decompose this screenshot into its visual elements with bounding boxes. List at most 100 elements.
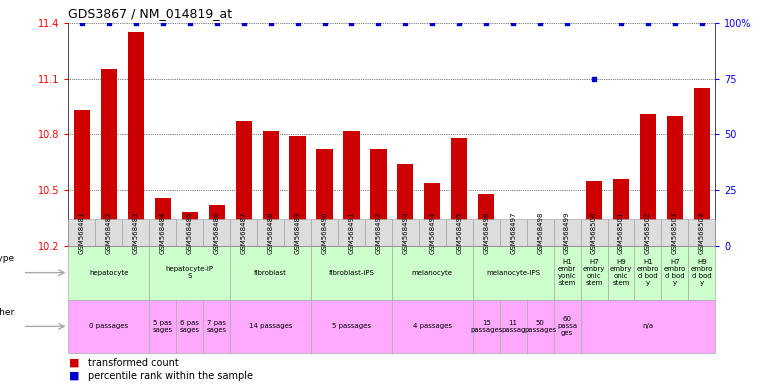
Bar — [68, 246, 149, 300]
Bar — [473, 300, 500, 353]
Point — [183, 20, 196, 26]
Bar — [581, 246, 607, 300]
Point — [372, 20, 384, 26]
Point — [454, 20, 466, 26]
Text: ■: ■ — [68, 358, 79, 368]
Text: H9
embro
d bod
y: H9 embro d bod y — [691, 259, 713, 286]
Bar — [505, 242, 521, 246]
Text: GSM568492: GSM568492 — [375, 211, 381, 253]
Text: 11
passag: 11 passag — [501, 320, 525, 333]
Bar — [209, 205, 224, 246]
Bar — [149, 246, 230, 300]
Bar — [365, 219, 392, 246]
Text: GSM568501: GSM568501 — [618, 211, 624, 253]
Text: GSM568488: GSM568488 — [268, 211, 274, 253]
Point — [588, 76, 600, 82]
Text: cell type: cell type — [0, 254, 14, 263]
Text: melanocyte-IPS: melanocyte-IPS — [486, 270, 540, 276]
Bar — [338, 219, 365, 246]
Bar — [392, 219, 419, 246]
Text: H7
embro
d bod
y: H7 embro d bod y — [664, 259, 686, 286]
Bar — [68, 219, 95, 246]
Bar — [527, 219, 554, 246]
Point — [76, 20, 88, 26]
Text: 14 passages: 14 passages — [249, 323, 292, 329]
Text: melanocyte: melanocyte — [412, 270, 453, 276]
Text: percentile rank within the sample: percentile rank within the sample — [88, 371, 253, 381]
Text: fibroblast-IPS: fibroblast-IPS — [329, 270, 374, 276]
Bar — [689, 246, 715, 300]
Text: GSM568481: GSM568481 — [79, 211, 85, 253]
Bar — [149, 300, 177, 353]
Bar — [581, 300, 715, 353]
Point — [237, 20, 250, 26]
Bar — [661, 246, 689, 300]
Bar — [392, 246, 473, 300]
Text: GSM568497: GSM568497 — [510, 211, 516, 253]
Bar — [236, 121, 252, 246]
Bar — [635, 219, 661, 246]
Text: H1
embr
yonic
stem: H1 embr yonic stem — [558, 259, 577, 286]
Text: 50
passages: 50 passages — [524, 320, 556, 333]
Point — [480, 20, 492, 26]
Bar — [640, 114, 656, 246]
Bar — [311, 219, 338, 246]
Bar — [661, 219, 689, 246]
Text: 60
passa
ges: 60 passa ges — [557, 316, 577, 336]
Text: GSM568493: GSM568493 — [403, 211, 409, 253]
Bar — [527, 300, 554, 353]
Point — [318, 20, 330, 26]
Point — [696, 20, 708, 26]
Bar — [424, 183, 441, 246]
Bar — [532, 238, 548, 246]
Bar — [581, 219, 607, 246]
Text: GSM568490: GSM568490 — [322, 211, 327, 253]
Bar — [177, 300, 203, 353]
Text: ■: ■ — [68, 371, 79, 381]
Bar — [95, 219, 123, 246]
Point — [400, 20, 412, 26]
Bar — [554, 246, 581, 300]
Text: GSM568487: GSM568487 — [240, 211, 247, 253]
Bar — [689, 219, 715, 246]
Bar — [128, 32, 144, 246]
Bar — [559, 242, 575, 246]
Text: 5 pas
sages: 5 pas sages — [153, 320, 173, 333]
Text: hepatocyte: hepatocyte — [89, 270, 129, 276]
Text: GSM568496: GSM568496 — [483, 211, 489, 253]
Bar — [230, 300, 311, 353]
Text: GSM568483: GSM568483 — [133, 211, 139, 253]
Text: H7
embry
onic
stem: H7 embry onic stem — [583, 259, 605, 286]
Text: GSM568485: GSM568485 — [186, 211, 193, 253]
Bar — [74, 110, 90, 246]
Bar — [586, 181, 602, 246]
Text: GSM568498: GSM568498 — [537, 211, 543, 253]
Bar — [289, 136, 306, 246]
Text: GSM568495: GSM568495 — [457, 211, 462, 253]
Text: hepatocyte-iP
S: hepatocyte-iP S — [166, 266, 214, 279]
Point — [211, 20, 223, 26]
Text: GDS3867 / NM_014819_at: GDS3867 / NM_014819_at — [68, 7, 233, 20]
Bar — [473, 246, 554, 300]
Bar — [451, 138, 467, 246]
Bar — [371, 149, 387, 246]
Bar — [284, 219, 311, 246]
Text: fibroblast: fibroblast — [254, 270, 287, 276]
Point — [642, 20, 654, 26]
Bar — [311, 300, 392, 353]
Bar — [311, 246, 392, 300]
Bar — [203, 219, 230, 246]
Text: H1
embro
d bod
y: H1 embro d bod y — [637, 259, 659, 286]
Bar — [478, 194, 495, 246]
Text: 5 passages: 5 passages — [332, 323, 371, 329]
Point — [103, 20, 115, 26]
Bar — [123, 219, 149, 246]
Bar — [392, 300, 473, 353]
Point — [345, 20, 358, 26]
Text: GSM568499: GSM568499 — [564, 211, 570, 253]
Text: 15
passages: 15 passages — [470, 320, 502, 333]
Text: other: other — [0, 308, 14, 316]
Bar — [473, 219, 500, 246]
Point — [615, 20, 627, 26]
Bar — [613, 179, 629, 246]
